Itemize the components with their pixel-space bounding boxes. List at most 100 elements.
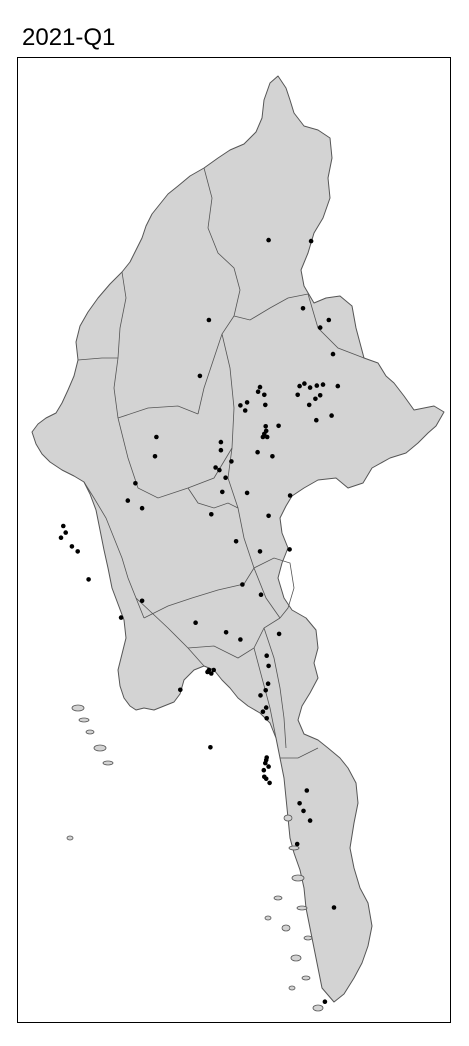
island-0	[71, 704, 85, 712]
event-point	[255, 389, 261, 395]
event-point	[266, 764, 271, 769]
event-point	[306, 402, 312, 408]
event-point	[263, 760, 268, 766]
event-point	[223, 475, 228, 481]
event-point	[244, 400, 250, 405]
kayah-border	[253, 557, 295, 619]
island-10	[290, 954, 302, 962]
event-point	[257, 384, 263, 390]
sagaing-south-border	[117, 405, 199, 419]
event-point	[313, 396, 318, 402]
event-point	[264, 653, 269, 658]
event-point	[322, 999, 328, 1004]
event-point	[255, 449, 260, 455]
event-point	[263, 428, 269, 434]
kayin-border	[263, 627, 287, 749]
event-point	[267, 780, 272, 786]
event-point	[209, 671, 214, 676]
event-point	[307, 818, 313, 823]
island-13	[66, 835, 74, 841]
event-point	[178, 687, 183, 693]
event-point	[75, 549, 80, 554]
island-2	[85, 729, 95, 735]
mandalay-west-border	[197, 315, 235, 415]
event-point	[308, 238, 314, 244]
event-point	[266, 663, 271, 669]
island-8	[296, 905, 308, 911]
island-3	[93, 744, 107, 752]
event-point	[294, 841, 300, 847]
event-point	[297, 383, 302, 389]
event-point	[331, 905, 337, 910]
island-16	[281, 924, 291, 932]
event-point	[260, 709, 266, 714]
event-point	[211, 667, 216, 673]
event-point	[329, 413, 334, 418]
event-point	[209, 512, 214, 517]
event-point	[276, 423, 281, 429]
event-point	[58, 535, 64, 540]
event-point	[205, 669, 210, 675]
tanintharyi-border	[280, 747, 319, 759]
event-point	[240, 582, 245, 587]
event-point	[125, 498, 131, 503]
event-point	[193, 620, 198, 625]
event-point	[300, 306, 306, 311]
yangon-border	[187, 617, 281, 659]
event-point	[217, 467, 222, 473]
island-11	[301, 975, 311, 981]
event-points	[58, 237, 341, 1004]
event-point	[244, 490, 250, 496]
island-5	[283, 814, 293, 822]
event-point	[262, 392, 267, 398]
event-point	[139, 505, 145, 511]
event-point	[314, 383, 320, 388]
event-point	[320, 382, 326, 387]
event-point	[264, 716, 269, 721]
event-point	[154, 434, 159, 440]
shan-west-border	[221, 333, 281, 619]
event-point	[257, 549, 263, 554]
event-point	[118, 615, 124, 620]
kachin-shan-border	[233, 293, 309, 321]
map-title: 2021-Q1	[22, 24, 116, 51]
event-point	[317, 325, 323, 330]
event-point	[264, 434, 270, 440]
event-point	[69, 544, 75, 549]
event-point	[301, 808, 306, 814]
island-15	[264, 915, 272, 921]
event-point	[330, 351, 336, 357]
magway-border	[117, 417, 233, 499]
event-point	[287, 493, 293, 498]
event-point	[263, 424, 268, 429]
event-point	[152, 454, 158, 459]
event-point	[213, 465, 218, 470]
event-point	[263, 776, 269, 782]
country-shape	[31, 75, 445, 1003]
event-point	[218, 447, 224, 453]
island-14	[273, 895, 283, 901]
event-point	[86, 577, 91, 582]
event-point	[270, 454, 275, 459]
event-point	[263, 402, 268, 408]
island-4	[102, 760, 114, 766]
event-point	[307, 385, 313, 390]
event-point	[208, 745, 213, 750]
island-1	[78, 717, 90, 723]
island-7	[291, 874, 305, 882]
bago-border	[143, 567, 255, 619]
map-panel	[17, 57, 451, 1023]
event-point	[197, 373, 203, 379]
event-point	[302, 381, 307, 386]
myanmar-map	[31, 75, 445, 1012]
mainland-outline	[31, 75, 445, 1003]
event-point	[335, 383, 341, 389]
event-point	[258, 592, 264, 597]
event-point	[265, 681, 271, 686]
event-point	[263, 705, 269, 710]
event-point	[314, 417, 319, 423]
shan-east-border	[307, 293, 365, 359]
event-point	[266, 237, 271, 243]
event-point	[233, 539, 239, 544]
event-point	[326, 317, 332, 323]
